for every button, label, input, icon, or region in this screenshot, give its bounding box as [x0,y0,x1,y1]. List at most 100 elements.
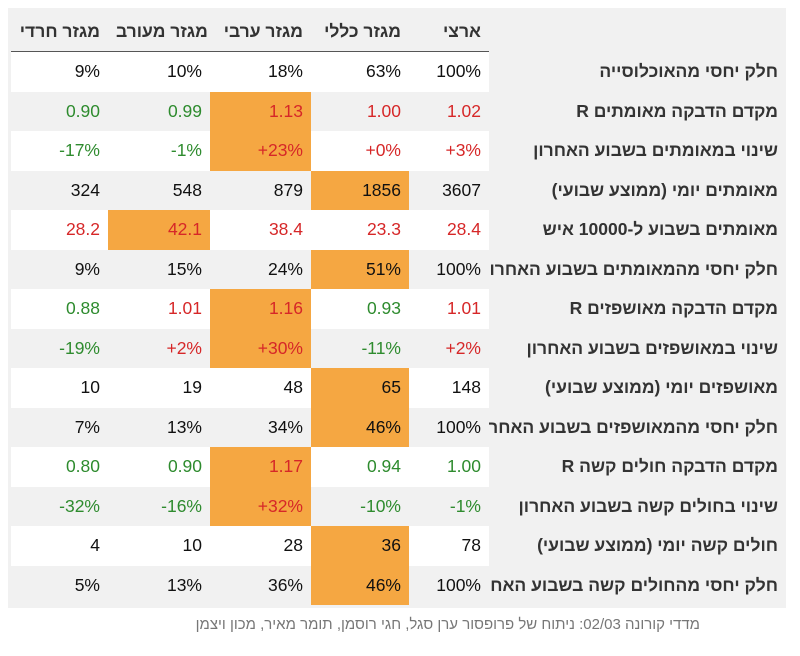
table-cell: 28 [210,526,311,566]
table-cell: 0.93 [311,289,409,329]
table-cell: +2% [108,328,210,368]
table-cell: 23.3 [311,210,409,250]
table-cell: 15% [108,249,210,289]
table-cell: 100% [409,51,489,92]
table-cell: 100% [409,249,489,289]
table-cell: 1.01 [409,289,489,329]
table-cell: 100% [409,407,489,447]
column-header: מגזר ערבי [210,11,311,52]
table-cell: -19% [11,328,108,368]
data-table: מגזר חרדי מגזר מעורב מגזר ערבי מגזר כללי ארצ… [11,11,786,605]
table-cell: 24% [210,249,311,289]
table-cell: -10% [311,486,409,526]
table-cell: 7% [11,407,108,447]
table-row: 9% 15% 24% 51% 100% חלק יחסי מהמאומתים בשבוע … [11,249,786,289]
table-row: 324 548 879 1856 3607 מאומתים יומי (ממוצע שבו… [11,170,786,210]
table-cell: 0.80 [11,447,108,487]
table-cell: 0.90 [108,447,210,487]
row-label: חלק יחסי מהמאומתים בשבוע האחרון [489,249,786,289]
table-cell: 19 [108,368,210,408]
row-label: מקדם הדבקה חולים קשה R [489,447,786,487]
column-header: מגזר חרדי [11,11,108,52]
table-cell: 51% [311,249,409,289]
table-cell: 3607 [409,170,489,210]
table-row: -19% +2% +30% -11% +2% שינוי במאושפזים בשבוע … [11,328,786,368]
table-cell: 1856 [311,170,409,210]
table-cell: 148 [409,368,489,408]
table-cell: 28.2 [11,210,108,250]
row-label: חלק יחסי מהמאושפזים בשבוע האחרון [489,407,786,447]
table-cell: 879 [210,170,311,210]
table-row: 4 10 28 36 78 חולים קשה יומי (ממוצע שבועי) [11,526,786,566]
table-cell: 100% [409,565,489,605]
table-cell: -16% [108,486,210,526]
table-cell: 9% [11,51,108,92]
table-cell: 36% [210,565,311,605]
table-cell: 0.99 [108,91,210,131]
table-cell: 65 [311,368,409,408]
table-row: 0.90 0.99 1.13 1.00 1.02 מקדם הדבקה מאומתים R [11,91,786,131]
row-label: מקדם הדבקה מאומתים R [489,91,786,131]
table-cell: 4 [11,526,108,566]
table-cell: 13% [108,407,210,447]
table-cell: 548 [108,170,210,210]
table-cell: +2% [409,328,489,368]
row-label: שינוי בחולים קשה בשבוע האחרון [489,486,786,526]
column-header: מגזר מעורב [108,11,210,52]
table-cell: 63% [311,51,409,92]
table-cell: 42.1 [108,210,210,250]
table-cell: 34% [210,407,311,447]
row-label: מאומתים יומי (ממוצע שבועי) [489,170,786,210]
table-cell: 1.02 [409,91,489,131]
table-body: 9% 10% 18% 63% 100% חלק יחסי מהאוכלוסייה 0.90 0… [11,51,786,605]
row-label: חולים קשה יומי (ממוצע שבועי) [489,526,786,566]
table-row: 28.2 42.1 38.4 23.3 28.4 מאומתים בשבוע ל-1000… [11,210,786,250]
table-row: 0.88 1.01 1.16 0.93 1.01 מקדם הדבקה מאושפזים … [11,289,786,329]
table-cell: 48 [210,368,311,408]
table-row: 9% 10% 18% 63% 100% חלק יחסי מהאוכלוסייה [11,51,786,92]
table-cell: 36 [311,526,409,566]
table-row: 7% 13% 34% 46% 100% חלק יחסי מהמאושפזים בשבוע… [11,407,786,447]
row-label: מאושפזים יומי (ממוצע שבועי) [489,368,786,408]
table-cell: -1% [108,131,210,171]
table-cell: 10 [11,368,108,408]
row-label: חלק יחסי מהאוכלוסייה [489,51,786,92]
row-label: שינוי במאושפזים בשבוע האחרון [489,328,786,368]
table-cell: 0.94 [311,447,409,487]
table-row: -17% -1% +23% +0% +3% שינוי במאומתים בשבוע הא… [11,131,786,171]
caption: מדדי קורונה 02/03: ניתוח של פרופסור ערן … [195,616,700,633]
table-cell: 10% [108,51,210,92]
table-cell: 1.17 [210,447,311,487]
row-label-header [489,11,786,52]
table-cell: +0% [311,131,409,171]
row-label: חלק יחסי מהחולים קשה בשבוע האחרון [489,565,786,605]
table-cell: 9% [11,249,108,289]
table-cell: -17% [11,131,108,171]
table-cell: 1.00 [311,91,409,131]
column-header: מגזר כללי [311,11,409,52]
table-cell: 38.4 [210,210,311,250]
table-cell: -32% [11,486,108,526]
table-cell: -1% [409,486,489,526]
table-cell: 46% [311,565,409,605]
table-cell: 46% [311,407,409,447]
table-row: 0.80 0.90 1.17 0.94 1.00 מקדם הדבקה חולים קשה… [11,447,786,487]
table-cell: 324 [11,170,108,210]
table-row: -32% -16% +32% -10% -1% שינוי בחולים קשה בשבו… [11,486,786,526]
table-cell: 18% [210,51,311,92]
table-cell: 5% [11,565,108,605]
row-label: שינוי במאומתים בשבוע האחרון [489,131,786,171]
table-cell: 0.88 [11,289,108,329]
row-label: מאומתים בשבוע ל-10000 איש [489,210,786,250]
table-cell: 1.16 [210,289,311,329]
table-cell: 0.90 [11,91,108,131]
table-cell: +3% [409,131,489,171]
row-label: מקדם הדבקה מאושפזים R [489,289,786,329]
table-cell: +23% [210,131,311,171]
table-cell: -11% [311,328,409,368]
table-cell: +30% [210,328,311,368]
table-cell: 1.13 [210,91,311,131]
table-cell: 78 [409,526,489,566]
header-row: מגזר חרדי מגזר מעורב מגזר ערבי מגזר כללי ארצ… [11,11,786,52]
